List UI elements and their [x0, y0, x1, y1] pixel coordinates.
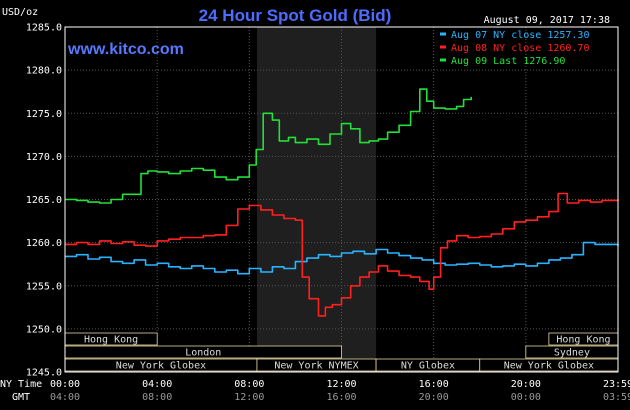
plot-frame	[64, 26, 619, 373]
gmt-row-label: GMT	[12, 392, 30, 403]
session-label: New York Globex	[116, 361, 206, 372]
session-label: Sydney	[554, 348, 590, 359]
legend: Aug 07 NY close 1257.30 Aug 08 NY close 1…	[440, 30, 589, 67]
y-tick-label: 1275.0	[26, 109, 62, 120]
legend-entry-2: Aug 09 Last 1276.90	[451, 56, 565, 67]
x-tick-label-gmt: 00:00	[511, 392, 541, 403]
x-tick-label-ny: 20:00	[511, 379, 541, 390]
y-tick-label: 1260.0	[26, 238, 62, 249]
ny-time-row-label: NY Time	[0, 379, 42, 390]
x-tick-label-ny: 16:00	[419, 379, 449, 390]
session-label: London	[185, 348, 221, 359]
x-tick-label-gmt: 16:00	[326, 392, 356, 403]
x-tick-label-ny: 23:59	[603, 379, 630, 390]
x-tick-label-gmt: 20:00	[419, 392, 449, 403]
y-tick-label: 1255.0	[26, 281, 62, 292]
x-tick-label-ny: 12:00	[326, 379, 356, 390]
x-tick-label-gmt: 04:00	[50, 392, 80, 403]
market-sessions: Hong Kong Hong Kong London Sydney New York G…	[64, 332, 619, 372]
session-label: Hong Kong	[84, 335, 138, 346]
nymex-session-shading	[256, 27, 377, 372]
legend-entry-1: Aug 08 NY close 1260.70	[451, 43, 589, 54]
session-label: New York Globex	[504, 361, 594, 372]
timestamp: August 09, 2017 17:38	[484, 15, 610, 26]
y-tick-label: 1285.0	[26, 23, 62, 34]
x-tick-label-ny: 04:00	[142, 379, 172, 390]
legend-swatch-1	[440, 45, 446, 49]
x-tick-label-ny: 08:00	[234, 379, 264, 390]
x-axis: 00:00 04:00 04:00 08:00 08:00 12:00 12:00 16:00…	[50, 379, 630, 403]
x-tick-label-gmt: 03:59	[603, 392, 630, 403]
session-label: Hong Kong	[556, 335, 610, 346]
x-tick-label-gmt: 12:00	[234, 392, 264, 403]
x-tick-label-ny: 00:00	[50, 379, 80, 390]
y-tick-label: 1250.0	[26, 324, 62, 335]
legend-swatch-0	[440, 32, 446, 36]
legend-entry-0: Aug 07 NY close 1257.30	[451, 30, 589, 41]
series-lines	[65, 88, 619, 317]
session-label: New York NYMEX	[274, 361, 358, 372]
site-watermark: www.kitco.com	[67, 41, 184, 58]
y-tick-label: 1265.0	[26, 195, 62, 206]
y-tick-label: 1270.0	[26, 152, 62, 163]
y-tick-label: 1245.0	[26, 368, 62, 379]
y-tick-label: 1280.0	[26, 66, 62, 77]
legend-swatch-2	[440, 58, 446, 62]
grid-lines	[65, 27, 618, 372]
y-axis: 1285.0 1280.0 1275.0 1270.0 1265.0 1260.0 1255…	[26, 23, 62, 379]
unit-label: USD/oz	[2, 7, 38, 18]
series-line-0	[65, 241, 619, 275]
series-line-2	[65, 88, 472, 204]
x-tick-label-gmt: 08:00	[142, 392, 172, 403]
chart-title: 24 Hour Spot Gold (Bid)	[199, 6, 392, 25]
series-line-1	[65, 192, 619, 317]
session-label: NY Globex	[401, 361, 455, 372]
